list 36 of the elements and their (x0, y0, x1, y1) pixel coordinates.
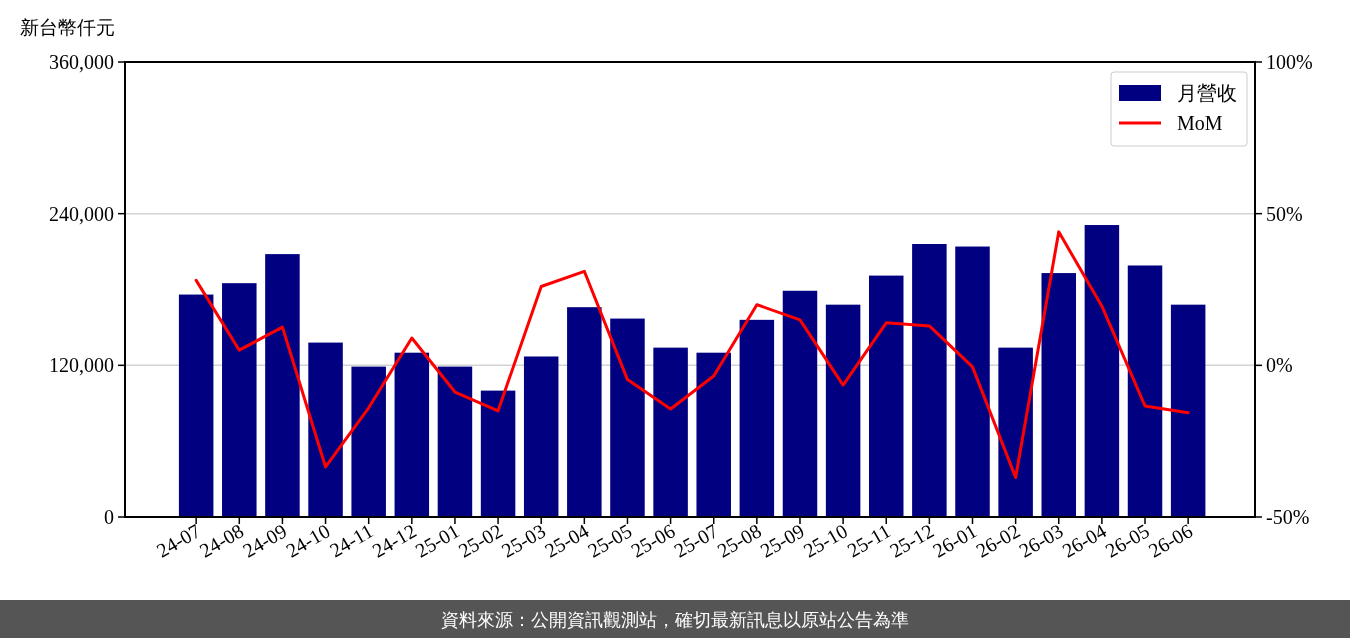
bar (782, 290, 818, 517)
bar (1084, 225, 1120, 517)
bar (222, 283, 257, 517)
bar (437, 366, 473, 517)
bar (480, 390, 516, 517)
bar (178, 294, 214, 517)
bar (1170, 304, 1206, 517)
bar (1041, 273, 1077, 517)
y-tick-label: 240,000 (49, 202, 114, 225)
bar (1127, 265, 1163, 517)
bar (739, 319, 775, 517)
bar (351, 366, 386, 517)
y2-tick-label: 50% (1266, 202, 1303, 225)
bar (868, 275, 904, 517)
bar (523, 356, 559, 517)
source-note: 資料來源：公開資訊觀測站，確切最新訊息以原站公告為準 (441, 609, 909, 630)
bar (308, 342, 343, 517)
bar (610, 318, 645, 517)
y-axis-title: 新台幣仟元 (20, 17, 115, 38)
bar (653, 347, 688, 517)
bar (265, 254, 300, 517)
bar (825, 304, 861, 517)
bar (394, 352, 430, 517)
bar (567, 307, 602, 517)
bar (696, 352, 731, 517)
bar (998, 347, 1033, 517)
bar (912, 244, 947, 517)
y-tick-label: 0 (104, 506, 114, 528)
y-tick-label: 120,000 (49, 354, 114, 377)
y2-tick-label: 100% (1266, 51, 1313, 73)
y-tick-label: 360,000 (49, 51, 114, 73)
bar (955, 246, 990, 517)
y2-tick-label: -50% (1266, 506, 1310, 528)
y2-tick-label: 0% (1266, 354, 1293, 377)
legend-label: MoM (1177, 112, 1223, 134)
legend-label: 月營收 (1177, 82, 1237, 104)
